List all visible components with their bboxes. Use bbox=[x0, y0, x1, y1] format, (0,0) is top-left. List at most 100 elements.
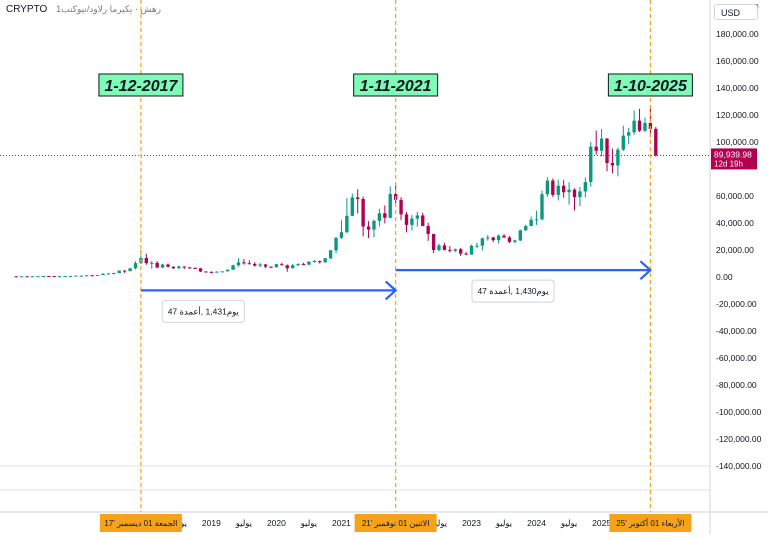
candle bbox=[350, 193, 354, 217]
symbol-label: CRYPTO bbox=[6, 4, 48, 15]
candle-body bbox=[177, 266, 181, 269]
candle-body bbox=[144, 257, 149, 264]
candle bbox=[171, 266, 176, 270]
candle-body bbox=[25, 276, 29, 278]
candle-body bbox=[198, 268, 203, 272]
candle bbox=[215, 271, 219, 273]
candle bbox=[491, 236, 495, 243]
candle-body bbox=[415, 215, 420, 219]
x-tick-label: يوليو bbox=[495, 518, 513, 529]
symbol-subtitle: 1رهش · يكيرما رلاود/نيوكتب bbox=[56, 4, 161, 14]
candle-body bbox=[160, 264, 165, 268]
candle-body bbox=[410, 218, 414, 225]
candle-body bbox=[345, 215, 349, 233]
candle-body bbox=[464, 253, 468, 255]
candle bbox=[36, 276, 40, 278]
candle bbox=[198, 267, 203, 273]
measure-label: يوم1,430 ,أعمدة 47 bbox=[477, 284, 549, 297]
candle-body bbox=[610, 163, 615, 166]
candle-body bbox=[366, 226, 371, 230]
candle-body bbox=[112, 272, 116, 274]
y-tick-label: -100,000.00 bbox=[716, 407, 762, 417]
y-tick-label: -40,000.00 bbox=[716, 326, 757, 336]
candle-body bbox=[301, 264, 306, 266]
candle-body bbox=[90, 275, 94, 277]
candle bbox=[182, 266, 186, 269]
candle bbox=[225, 269, 230, 272]
candle bbox=[57, 276, 62, 278]
candle-body bbox=[68, 275, 73, 277]
candle bbox=[25, 276, 29, 278]
candle-body bbox=[383, 213, 387, 218]
candle bbox=[572, 188, 577, 211]
candle bbox=[41, 275, 46, 277]
candle bbox=[366, 221, 371, 238]
candle bbox=[188, 266, 192, 269]
y-tick-label: -80,000.00 bbox=[716, 380, 757, 390]
candle bbox=[529, 216, 533, 227]
y-tick-label: -20,000.00 bbox=[716, 299, 757, 309]
candle-body bbox=[285, 265, 289, 269]
measure-arrowhead bbox=[639, 260, 653, 280]
x-tick-label: 2020 bbox=[267, 518, 286, 528]
candle-body bbox=[188, 267, 192, 269]
vertical-markers: 1-12-2017 الجمعة 01 ديسمبر '17 1-11-2021 ال… bbox=[98, 0, 693, 532]
candle bbox=[160, 263, 165, 269]
candle-body bbox=[47, 275, 51, 277]
candle bbox=[209, 271, 214, 273]
candle bbox=[318, 260, 322, 264]
date-marker-label: 1-10-2025 bbox=[614, 78, 688, 95]
y-tick-label: -60,000.00 bbox=[716, 353, 757, 363]
candle bbox=[437, 243, 441, 252]
candle-body bbox=[307, 261, 311, 265]
currency-selector[interactable]: USD bbox=[714, 4, 758, 20]
candle-body bbox=[605, 138, 609, 164]
candle-body bbox=[551, 180, 555, 195]
candle-body bbox=[545, 180, 550, 195]
candle bbox=[507, 236, 512, 243]
candle-body bbox=[128, 268, 132, 272]
candle-body bbox=[328, 250, 333, 259]
candle bbox=[95, 275, 100, 277]
candle bbox=[540, 190, 544, 221]
candle bbox=[561, 179, 566, 198]
candle-body bbox=[231, 265, 235, 270]
candle-body bbox=[14, 276, 18, 278]
candle-body bbox=[95, 275, 100, 277]
candle bbox=[112, 272, 116, 275]
candle bbox=[19, 276, 24, 278]
measure-label-box bbox=[471, 279, 555, 303]
candle bbox=[469, 244, 474, 255]
candle-body bbox=[442, 245, 447, 250]
candle-body bbox=[361, 198, 365, 227]
candle-body bbox=[421, 215, 425, 226]
x-tick-label: يوليو bbox=[235, 518, 253, 529]
candle bbox=[480, 237, 485, 251]
candle bbox=[328, 250, 333, 260]
candle-body bbox=[74, 275, 78, 277]
candle-body bbox=[621, 135, 625, 150]
candle bbox=[637, 108, 642, 132]
candle bbox=[513, 239, 517, 244]
candle-body bbox=[122, 270, 127, 272]
candle-body bbox=[182, 266, 186, 268]
candle-body bbox=[448, 249, 452, 251]
candle-body bbox=[475, 245, 479, 247]
x-tick-label: 2024 bbox=[527, 518, 546, 528]
y-tick-label: 160,000.00 bbox=[716, 56, 759, 66]
candle bbox=[101, 273, 105, 276]
candle bbox=[307, 261, 311, 265]
candle bbox=[399, 197, 403, 221]
candle-body bbox=[274, 264, 279, 268]
candle bbox=[486, 235, 490, 241]
candle-body bbox=[79, 275, 83, 277]
candle bbox=[453, 248, 457, 253]
candle-body bbox=[36, 276, 40, 278]
candle bbox=[117, 270, 121, 274]
x-tick-label: 2021 bbox=[332, 518, 351, 528]
candle bbox=[632, 110, 636, 135]
candle bbox=[253, 262, 257, 267]
candle bbox=[47, 275, 51, 277]
